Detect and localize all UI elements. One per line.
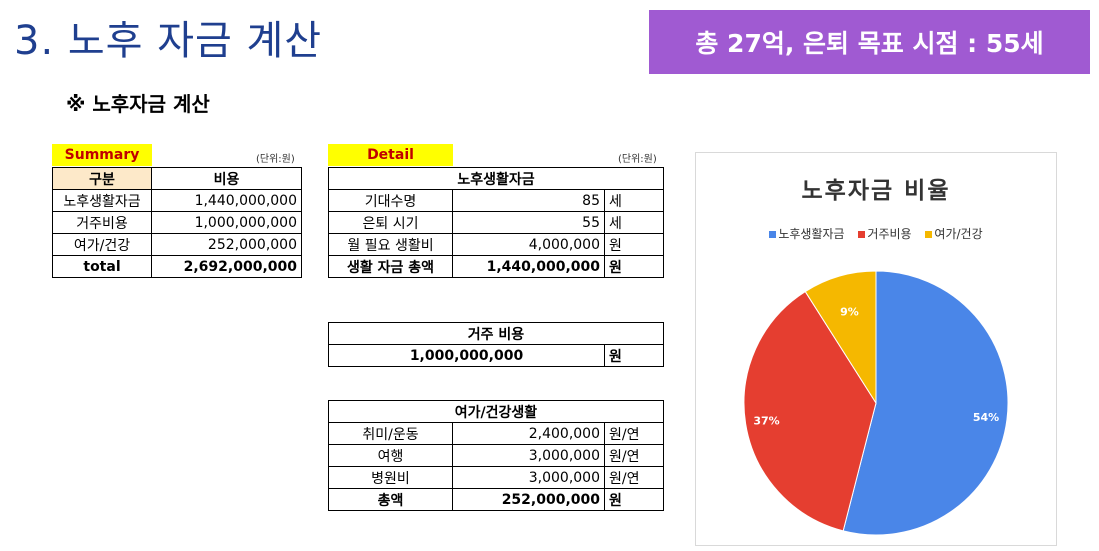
leisure-row-value: 2,400,000 — [452, 422, 605, 445]
housing-unit: 원 — [604, 344, 664, 367]
chart-legend: 노후생활자금 거주비용 여가/건강 — [696, 225, 1056, 242]
summary-row-name: 노후생활자금 — [52, 189, 152, 212]
legend-swatch — [925, 230, 933, 238]
table-row: 총액 252,000,000 원 — [328, 488, 664, 511]
table-row: 1,000,000,000 원 — [328, 344, 664, 367]
living-row-unit: 세 — [604, 211, 664, 234]
summary-row-name: 여가/건강 — [52, 233, 152, 256]
slice-label: 9% — [840, 306, 859, 319]
table-row: 은퇴 시기 55 세 — [328, 211, 664, 234]
slice-label: 37% — [753, 414, 779, 427]
leisure-row-unit: 원/연 — [604, 466, 664, 489]
summary-unit: (단위:원) — [256, 154, 295, 165]
leisure-header: 여가/건강생활 — [328, 400, 664, 423]
living-row-name: 은퇴 시기 — [328, 211, 453, 234]
living-row-unit: 세 — [604, 189, 664, 212]
slice-leisure — [804, 270, 877, 405]
summary-col-header: 구분 — [52, 167, 152, 190]
living-row-unit: 원 — [604, 233, 664, 256]
table-row: 여가/건강 252,000,000 — [52, 233, 302, 256]
summary-banner: 총 27억, 은퇴 목표 시점 : 55세 — [649, 10, 1090, 74]
summary-col-header: 비용 — [151, 167, 302, 190]
pie-svg: 54% 37% 9% — [743, 270, 1009, 536]
table-row: 생활 자금 총액 1,440,000,000 원 — [328, 255, 664, 278]
summary-row-value: 1,000,000,000 — [151, 211, 302, 234]
legend-swatch — [769, 230, 777, 238]
legend-item: 거주비용 — [858, 227, 912, 241]
living-header: 노후생활자금 — [328, 167, 664, 190]
living-row-name: 기대수명 — [328, 189, 453, 212]
leisure-row-value: 3,000,000 — [452, 444, 605, 467]
summary-total-label: total — [52, 255, 152, 278]
leisure-total-label: 총액 — [328, 488, 453, 511]
living-total-unit: 원 — [604, 255, 664, 278]
legend-item: 노후생활자금 — [769, 227, 845, 241]
chart-title: 노후자금 비율 — [801, 178, 951, 204]
pie-chart: 노후자금 비율 노후생활자금 거주비용 여가/건강 54% 37% 9% — [695, 152, 1057, 546]
leisure-total-unit: 원 — [604, 488, 664, 511]
table-row: 월 필요 생활비 4,000,000 원 — [328, 233, 664, 256]
table-row: 거주비용 1,000,000,000 — [52, 211, 302, 234]
slice-living — [842, 270, 1009, 536]
leisure-row-unit: 원/연 — [604, 444, 664, 467]
section-subtitle: ※ 노후자금 계산 — [66, 92, 210, 116]
legend-item: 여가/건강 — [925, 227, 983, 241]
detail-label: Detail — [328, 144, 453, 166]
living-row-value: 4,000,000 — [452, 233, 605, 256]
detail-unit: (단위:원) — [618, 154, 657, 165]
leisure-row-name: 여행 — [328, 444, 453, 467]
summary-row-value: 252,000,000 — [151, 233, 302, 256]
summary-label: Summary — [52, 144, 152, 166]
leisure-row-value: 3,000,000 — [452, 466, 605, 489]
summary-total-value: 2,692,000,000 — [151, 255, 302, 278]
legend-label: 여가/건강 — [934, 227, 983, 241]
living-row-name: 월 필요 생활비 — [328, 233, 453, 256]
legend-label: 노후생활자금 — [778, 227, 845, 241]
housing-header: 거주 비용 — [328, 322, 664, 345]
table-row: total 2,692,000,000 — [52, 255, 302, 278]
table-row: 병원비 3,000,000 원/연 — [328, 466, 664, 489]
living-table: 노후생활자금 기대수명 85 세 은퇴 시기 55 세 월 필요 생활비 4,0… — [328, 167, 664, 278]
housing-table: 거주 비용 1,000,000,000 원 — [328, 322, 664, 367]
legend-swatch — [858, 230, 866, 238]
housing-value: 1,000,000,000 — [328, 344, 605, 367]
living-row-value: 85 — [452, 189, 605, 212]
table-row: 여행 3,000,000 원/연 — [328, 444, 664, 467]
leisure-table: 여가/건강생활 취미/운동 2,400,000 원/연 여행 3,000,000… — [328, 400, 664, 511]
summary-table: 구분 비용 노후생활자금 1,440,000,000 거주비용 1,000,00… — [52, 167, 302, 278]
leisure-total-value: 252,000,000 — [452, 488, 605, 511]
summary-row-name: 거주비용 — [52, 211, 152, 234]
slice-label: 54% — [973, 411, 999, 424]
table-row: 기대수명 85 세 — [328, 189, 664, 212]
leisure-row-unit: 원/연 — [604, 422, 664, 445]
summary-row-value: 1,440,000,000 — [151, 189, 302, 212]
leisure-row-name: 병원비 — [328, 466, 453, 489]
living-total-value: 1,440,000,000 — [452, 255, 605, 278]
legend-label: 거주비용 — [867, 227, 912, 241]
page-title: 3. 노후 자금 계산 — [14, 18, 323, 64]
living-total-label: 생활 자금 총액 — [328, 255, 453, 278]
leisure-row-name: 취미/운동 — [328, 422, 453, 445]
table-row: 노후생활자금 1,440,000,000 — [52, 189, 302, 212]
living-row-value: 55 — [452, 211, 605, 234]
table-row: 취미/운동 2,400,000 원/연 — [328, 422, 664, 445]
